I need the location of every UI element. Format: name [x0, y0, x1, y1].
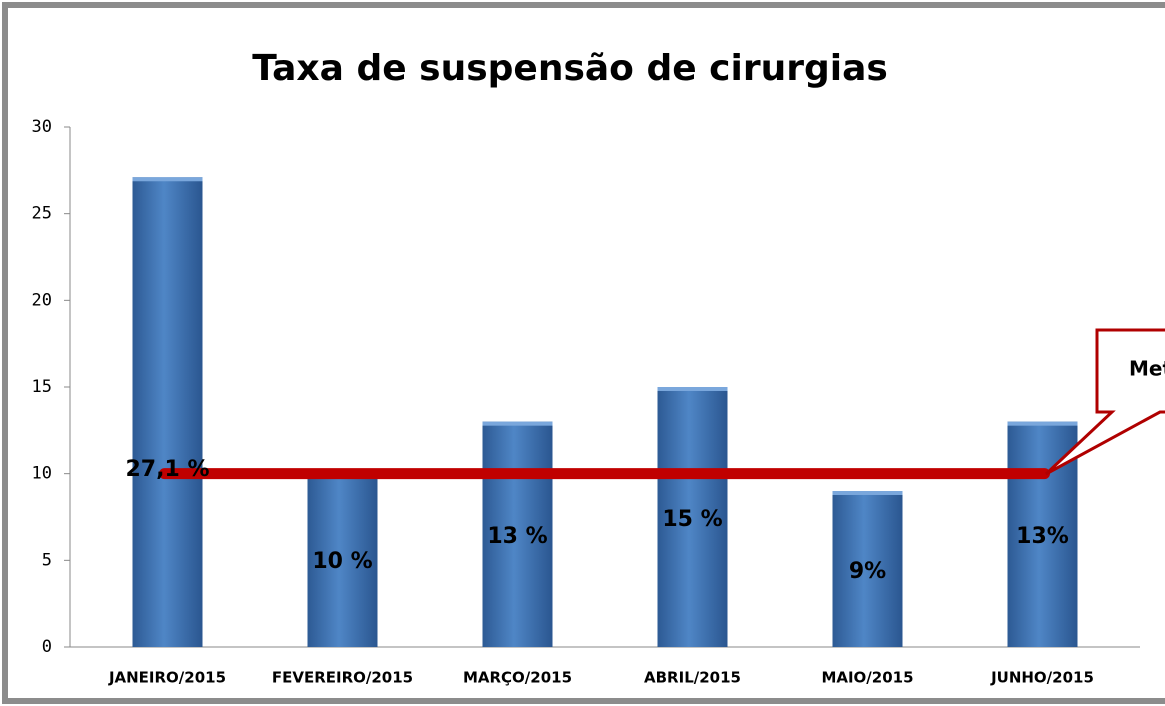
y-tick-label: 25 [32, 204, 52, 224]
x-tick-label: JUNHO/2015 [990, 669, 1094, 687]
data-label: 27,1 % [126, 457, 210, 482]
y-tick-label: 20 [32, 290, 52, 310]
bar [307, 473, 378, 647]
y-tick-label: 30 [32, 117, 52, 137]
y-tick-label: 15 [32, 377, 52, 397]
chart-title: Taxa de suspensão de cirurgias [252, 48, 888, 89]
y-tick-label: 10 [32, 464, 52, 484]
bar-cap [657, 387, 728, 391]
data-label: 13 % [487, 524, 547, 549]
bar-cap [1007, 421, 1078, 426]
data-label: 13% [1016, 524, 1069, 549]
bar [482, 421, 553, 647]
bar [832, 491, 903, 647]
data-label: 15 % [662, 507, 722, 532]
callout-label: Meta [1129, 357, 1165, 381]
bar [657, 387, 728, 647]
bar-cap [482, 421, 553, 426]
y-tick-label: 5 [42, 550, 52, 570]
data-label: 9% [849, 559, 886, 584]
x-tick-label: ABRIL/2015 [644, 669, 741, 687]
x-tick-label: MARÇO/2015 [463, 669, 572, 687]
x-tick-label: JANEIRO/2015 [108, 669, 226, 687]
y-tick-label: 0 [42, 637, 52, 657]
data-label: 10 % [312, 549, 372, 574]
bar-cap [132, 177, 203, 182]
callout [1044, 328, 1165, 476]
x-tick-label: FEVEREIRO/2015 [272, 669, 413, 687]
x-tick-label: MAIO/2015 [821, 669, 913, 687]
bar-cap [832, 491, 903, 495]
bar [132, 177, 203, 647]
